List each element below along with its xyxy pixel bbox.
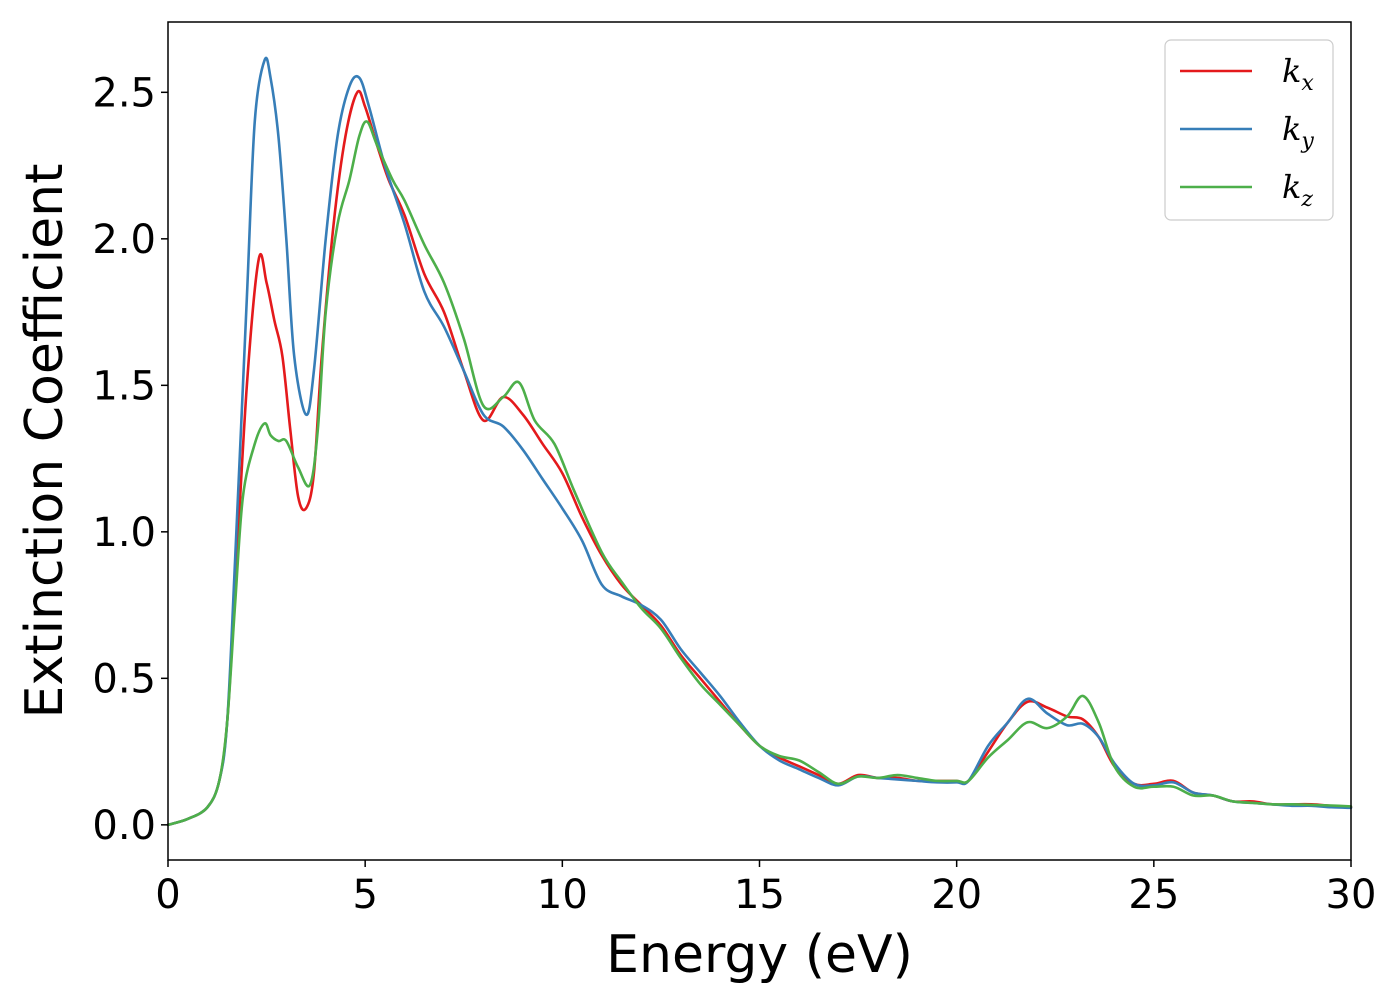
legend-label-k-x: kx [1282,52,1314,96]
legend: kx ky kz [1164,39,1334,221]
legend-label-k-y: ky [1282,110,1314,154]
x-tick-label: 5 [352,872,377,918]
x-tick-label: 20 [931,872,982,918]
y-tick-label: 0.0 [92,803,156,849]
x-tick-label: 30 [1326,872,1377,918]
x-tick-label: 10 [537,872,588,918]
series-layer [166,56,1353,827]
x-axis-ticks: 0 5 10 15 20 25 30 [155,860,1376,918]
series-line-k-z [166,120,1353,827]
x-tick-label: 25 [1128,872,1179,918]
y-tick-label: 2.0 [92,217,156,263]
legend-entries: kx ky kz [1180,52,1314,212]
legend-label-k-z: kz [1282,168,1313,212]
y-tick-label: 1.5 [92,363,156,409]
y-tick-label: 1.0 [92,510,156,556]
y-axis-label: Extinction Coefficient [15,164,75,719]
y-axis-ticks: 0.0 0.5 1.0 1.5 2.0 2.5 [92,70,168,849]
y-tick-label: 2.5 [92,70,156,116]
x-tick-label: 0 [155,872,180,918]
x-tick-label: 15 [734,872,785,918]
x-axis-label: Energy (eV) [606,925,913,985]
y-tick-label: 0.5 [92,656,156,702]
